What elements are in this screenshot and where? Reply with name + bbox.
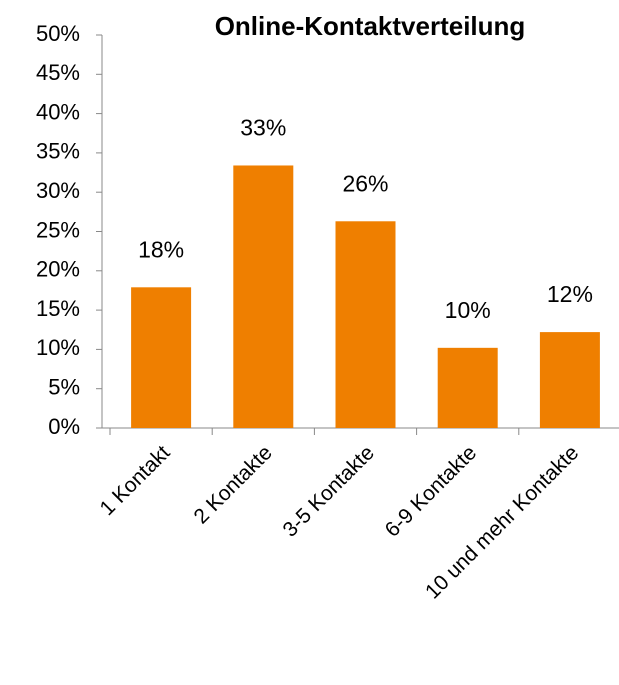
y-tick-label: 20%	[36, 257, 80, 282]
y-tick-label: 50%	[36, 21, 80, 46]
x-tick-label: 2 Kontakte	[189, 441, 276, 528]
y-tick-label: 40%	[36, 99, 80, 124]
y-tick-label: 15%	[36, 296, 80, 321]
value-label: 10%	[445, 297, 491, 323]
y-tick-label: 25%	[36, 217, 80, 242]
bar	[131, 287, 192, 428]
chart-title: Online-Kontaktverteilung	[215, 11, 526, 41]
x-tick-label: 1 Kontakt	[96, 441, 175, 520]
value-label: 26%	[342, 170, 388, 196]
bar	[335, 221, 396, 428]
value-label: 18%	[138, 236, 184, 262]
bar	[539, 332, 600, 428]
y-tick-label: 5%	[48, 375, 80, 400]
x-tick-label: 3-5 Kontakte	[278, 441, 378, 541]
y-tick-label: 10%	[36, 335, 80, 360]
y-tick-label: 45%	[36, 60, 80, 85]
bar	[437, 347, 498, 428]
value-label: 12%	[547, 281, 593, 307]
y-tick-label: 30%	[36, 178, 80, 203]
value-label: 33%	[240, 115, 286, 141]
y-tick-label: 35%	[36, 139, 80, 164]
bar	[233, 165, 294, 428]
y-tick-label: 0%	[48, 414, 80, 439]
x-tick-label: 6-9 Kontakte	[381, 441, 481, 541]
